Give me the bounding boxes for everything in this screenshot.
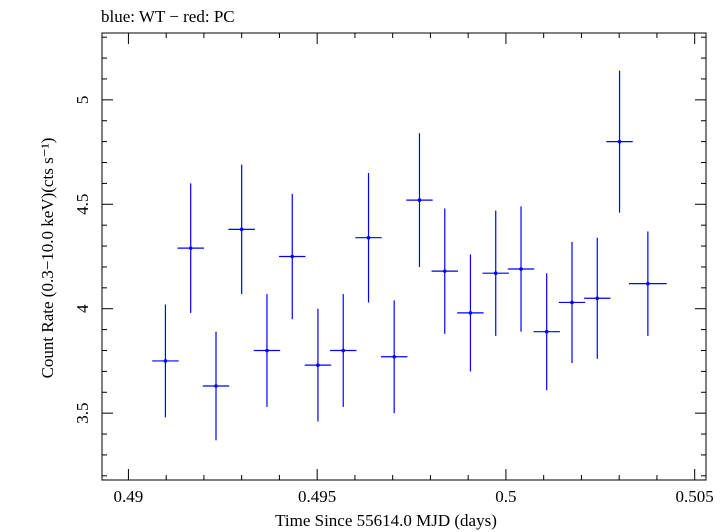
plot-frame (101, 32, 707, 481)
y-axis-title: Count Rate (0.3−10.0 keV)(cts s⁻¹) (38, 138, 57, 379)
y-tick-label: 4.5 (73, 194, 92, 215)
chart-title: blue: WT − red: PC (101, 7, 235, 26)
x-tick-label: 0.49 (114, 487, 144, 506)
point-marker (163, 359, 168, 363)
data-point (406, 133, 433, 267)
point-marker (239, 227, 244, 232)
data-point (330, 294, 357, 407)
point-marker (341, 348, 346, 353)
axis-tick-labels: 0.49 0.495 0.5 0.505 3.5 4 4.5 5 (73, 96, 714, 506)
point-marker (617, 139, 622, 144)
point-marker (290, 254, 295, 259)
data-point (152, 304, 179, 418)
point-marker (417, 198, 422, 202)
x-tick-label: 0.505 (676, 487, 714, 506)
point-marker (316, 363, 320, 367)
point-marker (265, 348, 269, 353)
data-point (380, 300, 408, 414)
data-point (584, 237, 611, 359)
data-point (482, 210, 509, 336)
data-point (228, 164, 255, 295)
y-tick-label: 4 (73, 304, 92, 313)
point-marker (519, 267, 523, 271)
data-point (606, 70, 633, 213)
data-point (304, 308, 332, 422)
point-marker (468, 311, 473, 315)
axis-ticks (102, 33, 706, 480)
x-axis-title: Time Since 55614.0 MJD (days) (275, 511, 497, 530)
point-marker (570, 300, 574, 305)
point-marker (392, 354, 396, 359)
point-marker (442, 269, 447, 273)
x-tick-label: 0.495 (298, 487, 336, 506)
data-point (457, 254, 484, 372)
point-marker (595, 296, 600, 301)
data-point (355, 172, 382, 303)
data-point (507, 206, 535, 332)
y-tick-label: 3.5 (73, 403, 92, 424)
data-point (431, 208, 458, 334)
x-tick-label: 0.5 (495, 487, 516, 506)
point-marker (366, 235, 371, 240)
data-point (202, 331, 230, 441)
data-point (177, 183, 204, 313)
data-point (253, 294, 281, 407)
data-point (628, 231, 667, 336)
point-marker (188, 246, 193, 250)
data-point (558, 241, 586, 364)
y-tick-label: 5 (73, 96, 92, 105)
point-marker (646, 281, 650, 286)
point-marker (493, 271, 498, 276)
data-points (152, 70, 667, 441)
data-point (533, 273, 560, 391)
point-marker (544, 329, 549, 334)
point-marker (214, 384, 218, 388)
data-point (279, 193, 306, 320)
